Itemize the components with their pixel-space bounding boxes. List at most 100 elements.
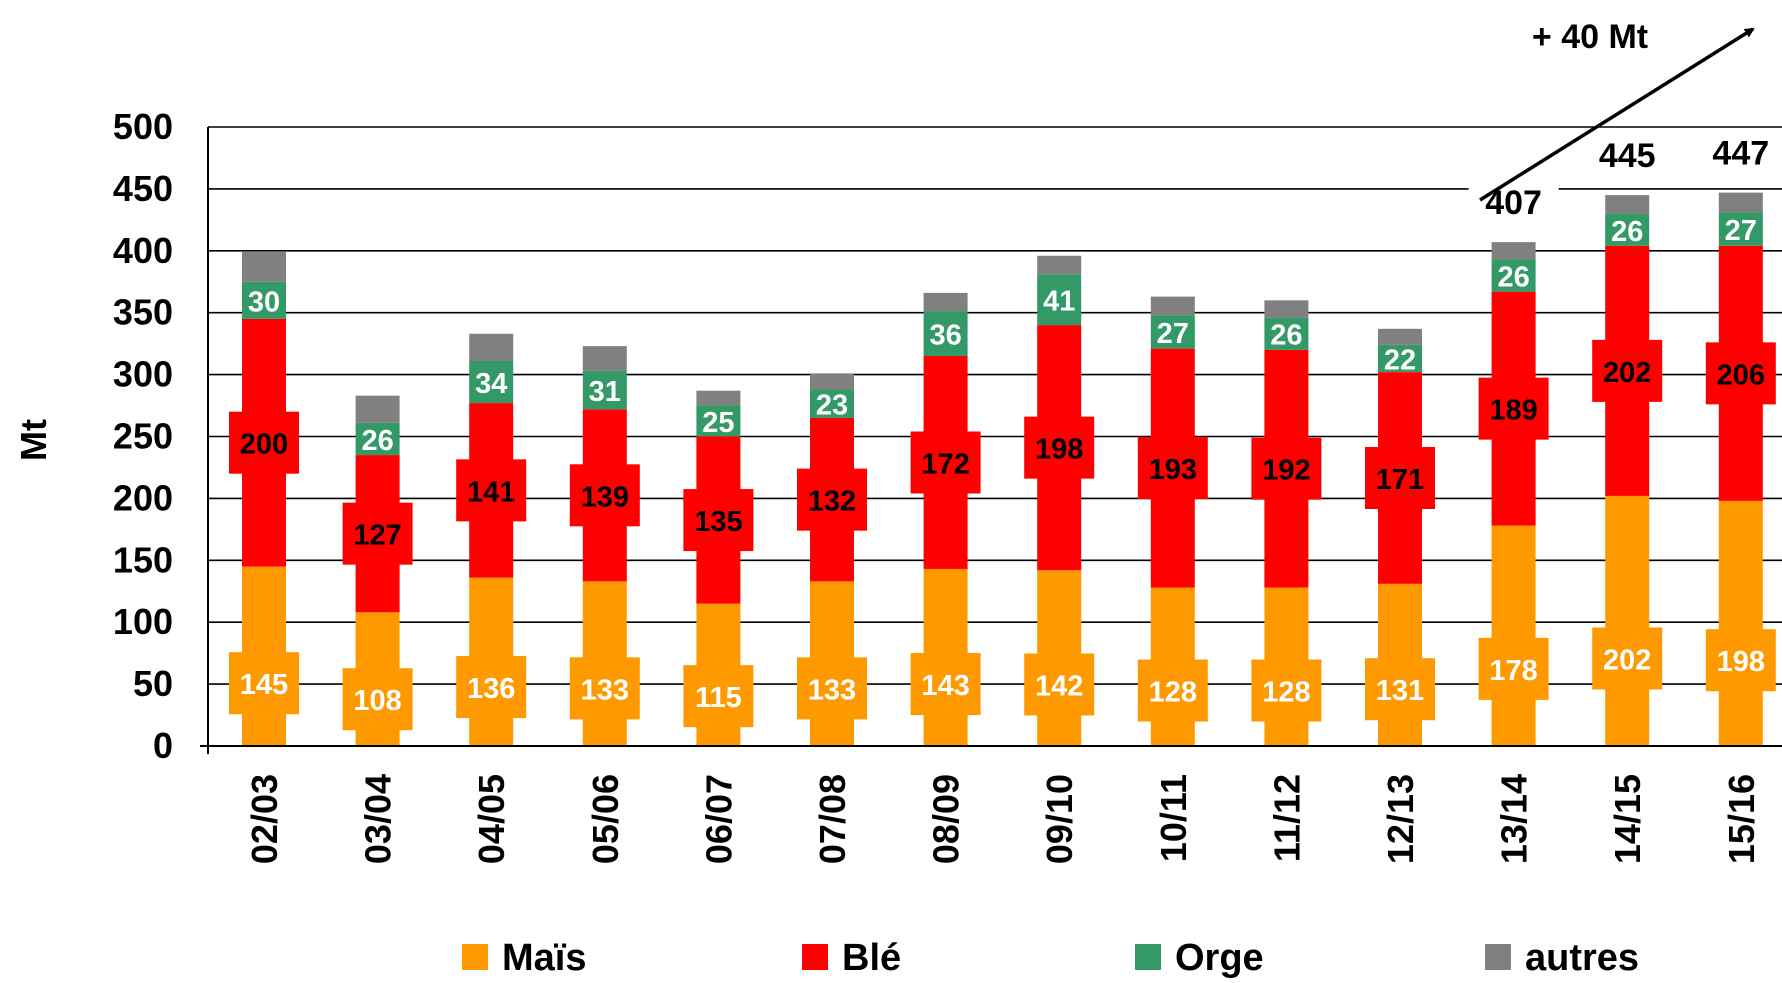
data-label-box bbox=[1478, 637, 1549, 700]
x-tick-label: 11/12 bbox=[1266, 774, 1307, 862]
legend-swatch bbox=[462, 944, 488, 970]
data-label: 41 bbox=[1043, 286, 1075, 318]
x-tick-label: 10/11 bbox=[1153, 774, 1194, 862]
data-label: 172 bbox=[921, 448, 969, 480]
data-label-box bbox=[1365, 446, 1435, 509]
legend-label: Orge bbox=[1175, 937, 1264, 979]
data-label: 26 bbox=[361, 425, 393, 457]
data-label: 133 bbox=[808, 674, 856, 706]
bar-segment bbox=[1150, 296, 1195, 316]
bar-segment bbox=[1378, 328, 1422, 345]
data-label: 189 bbox=[1489, 395, 1537, 427]
data-label: 26 bbox=[1270, 320, 1302, 352]
total-label: 445 bbox=[1599, 137, 1656, 175]
bar-segment bbox=[1718, 192, 1763, 213]
bar-segment bbox=[242, 281, 286, 319]
legend-label: Blé bbox=[842, 937, 901, 979]
bar-segment bbox=[810, 389, 854, 418]
bar-segment bbox=[469, 360, 514, 404]
data-label: 36 bbox=[929, 320, 961, 352]
data-label-box bbox=[456, 656, 527, 719]
data-label: 198 bbox=[1717, 646, 1765, 678]
data-label: 178 bbox=[1489, 655, 1537, 687]
bar-segment bbox=[1037, 255, 1082, 275]
data-label: 127 bbox=[353, 520, 401, 552]
data-label-box bbox=[1137, 437, 1208, 500]
bar-segment bbox=[1605, 213, 1650, 246]
data-label: 192 bbox=[1262, 455, 1310, 487]
x-axis: 02/03 03/04 04/05 05/06 06/07 07/08 08/09 09/10… bbox=[200, 127, 1782, 864]
x-tick-label: 05/06 bbox=[585, 774, 626, 864]
data-label-box bbox=[797, 657, 867, 720]
data-label: 27 bbox=[1725, 215, 1757, 247]
y-axis-label: Mt bbox=[13, 419, 54, 461]
total-label-bg bbox=[1468, 178, 1559, 225]
x-tick-label: 02/03 bbox=[244, 774, 285, 864]
growth-annotation-text: + 40 Mt bbox=[1532, 18, 1648, 56]
data-label-box bbox=[1024, 653, 1095, 716]
y-tick-label: 350 bbox=[113, 292, 173, 333]
x-tick-label: 09/10 bbox=[1039, 774, 1080, 864]
x-tick-label: 07/08 bbox=[812, 774, 853, 864]
bar-segment bbox=[1605, 195, 1650, 214]
data-label-box bbox=[456, 459, 527, 522]
x-tick-label: 06/07 bbox=[698, 774, 739, 864]
data-label: 31 bbox=[589, 376, 621, 408]
data-label: 34 bbox=[475, 368, 507, 400]
y-tick-label: 100 bbox=[113, 601, 173, 642]
bar-segment bbox=[923, 292, 968, 312]
growth-arrow bbox=[1479, 27, 1755, 202]
data-label: 202 bbox=[1603, 644, 1651, 676]
data-label-box bbox=[569, 657, 640, 720]
data-label: 26 bbox=[1611, 216, 1643, 248]
data-label: 200 bbox=[240, 429, 288, 461]
data-label: 131 bbox=[1376, 675, 1424, 707]
bar-segment bbox=[355, 422, 400, 456]
bar-segment bbox=[582, 370, 627, 410]
legend-label: Maïs bbox=[502, 937, 586, 979]
bar-segment bbox=[810, 373, 854, 390]
x-tick-label: 15/16 bbox=[1721, 774, 1762, 864]
bar-segment bbox=[1037, 274, 1082, 326]
bar-segment bbox=[1491, 242, 1536, 260]
data-label-box bbox=[1592, 627, 1663, 690]
bar-segment bbox=[1718, 212, 1763, 246]
data-label: 108 bbox=[353, 685, 401, 717]
y-tick-label: 500 bbox=[113, 106, 173, 147]
data-label: 132 bbox=[808, 486, 856, 518]
legend: Maïs Blé Orge autres bbox=[462, 937, 1639, 979]
data-label-box bbox=[683, 489, 754, 552]
data-label: 139 bbox=[581, 481, 629, 513]
y-tick-label: 450 bbox=[113, 168, 173, 209]
data-label: 30 bbox=[248, 286, 280, 318]
data-label-box bbox=[1705, 629, 1776, 692]
data-label-box bbox=[797, 468, 867, 531]
bar-segment bbox=[696, 405, 741, 437]
data-label-box bbox=[1024, 416, 1095, 479]
y-tick-label: 400 bbox=[113, 230, 173, 271]
data-label: 145 bbox=[240, 669, 288, 701]
bar-segment bbox=[1491, 259, 1536, 292]
data-label-box bbox=[1251, 437, 1322, 500]
legend-swatch bbox=[1485, 944, 1511, 970]
total-label-bg bbox=[1582, 131, 1673, 178]
data-label: 26 bbox=[1497, 262, 1529, 294]
data-label: 128 bbox=[1149, 677, 1197, 709]
data-label: 143 bbox=[921, 670, 969, 702]
bar-segment bbox=[242, 252, 286, 282]
data-label-box bbox=[1592, 339, 1663, 402]
x-tick-label: 08/09 bbox=[926, 774, 967, 864]
data-label: 115 bbox=[695, 682, 742, 714]
y-tick-label: 50 bbox=[133, 663, 173, 704]
bar-segment bbox=[1378, 344, 1422, 373]
data-label-box bbox=[1705, 342, 1776, 405]
x-tick-label: 14/15 bbox=[1607, 774, 1648, 864]
x-tick-label: 13/14 bbox=[1494, 774, 1535, 864]
data-label: 198 bbox=[1035, 434, 1083, 466]
bar-segment bbox=[1605, 495, 1650, 746]
bar-segment bbox=[469, 333, 514, 361]
data-label: 142 bbox=[1035, 670, 1083, 702]
bar-segment bbox=[1150, 315, 1195, 349]
bar-segment bbox=[1718, 500, 1763, 746]
data-label-box bbox=[1365, 658, 1435, 721]
